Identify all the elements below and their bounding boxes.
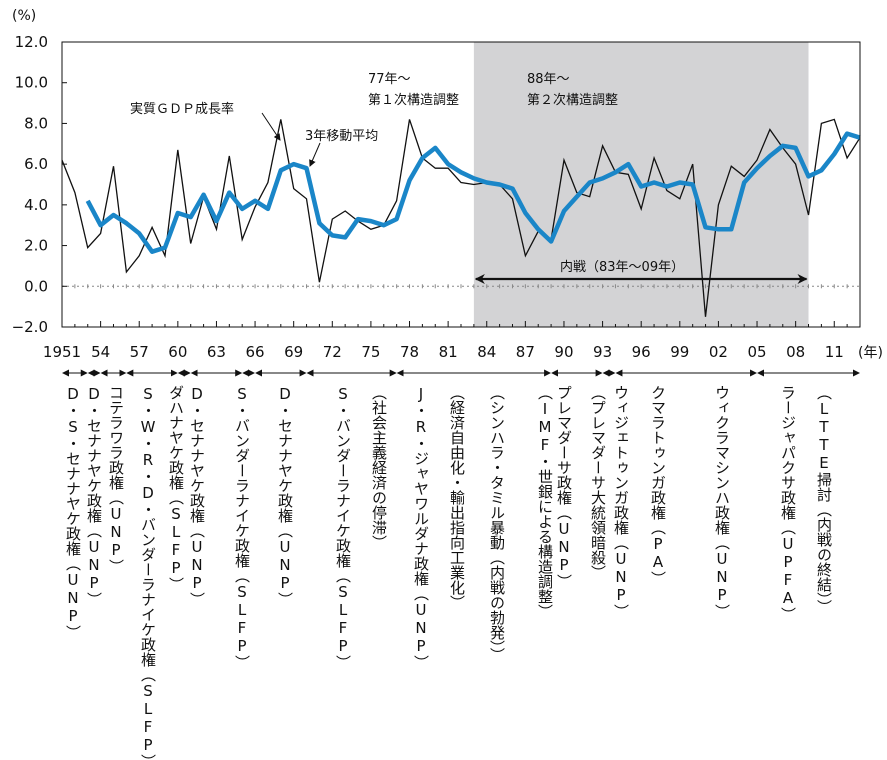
x-tick-label: 60 — [168, 343, 187, 361]
annotation-sap2-label: 第２次構造調整 — [527, 92, 618, 108]
y-tick-label: 2.0 — [24, 237, 48, 255]
period-label: ダハナヤケ政権（SLFP） — [167, 385, 185, 592]
y-tick-label: 8.0 — [24, 114, 48, 132]
annotation-ma-label: 3年移動平均 — [305, 129, 378, 144]
y-unit-label: (%) — [12, 8, 36, 24]
period-label: S・バンダーラナイケ政権（SLFP） — [233, 385, 251, 670]
period-labels: D・S・セナナヤケ政権（UNP） D・セナナヤケ政権（UNP） コテラワラ政権（… — [64, 385, 833, 760]
x-unit-label: (年) — [858, 345, 883, 361]
period-label: J・R・ジャヤワルダナ政権（UNP） — [412, 385, 430, 670]
x-tick-label: 02 — [709, 343, 728, 361]
x-tick-label: 96 — [632, 343, 651, 361]
x-tick-label: 90 — [554, 343, 573, 361]
period-label: ウィジェトゥンガ政権（UNP） — [612, 385, 630, 619]
period-label: S・バンダーラナイケ政権（SLFP） — [334, 385, 352, 670]
annotation-ma-pointer — [309, 142, 321, 167]
x-tick-label: 75 — [361, 343, 380, 361]
period-label: プレマダーサ政権（UNP） — [555, 385, 573, 589]
y-tick-label: −2.0 — [12, 318, 48, 336]
period-label: D・S・セナナヤケ政権（UNP） — [64, 385, 82, 640]
x-tick-label: 87 — [516, 343, 535, 361]
period-label: （社会主義経済の停滞） — [370, 385, 388, 550]
plot-frame — [61, 41, 861, 328]
y-tick-label: 4.0 — [24, 196, 48, 214]
annotation-gdp-label: 実質ＧＤＰ成長率 — [130, 101, 234, 117]
x-tick-label: 08 — [786, 343, 805, 361]
period-label: （経済自由化・輸出指向工業化） — [448, 385, 466, 610]
period-label: （LTTE掃討（内戦の終結）） — [815, 385, 833, 615]
x-tick-label: 78 — [400, 343, 419, 361]
annotation-sap2-year: 88年～ — [527, 72, 570, 87]
annotation-sap1-year: 77年～ — [368, 72, 411, 87]
period-label: D・セナナヤケ政権（UNP） — [85, 385, 103, 607]
annotation-gdp-pointer — [261, 112, 281, 141]
y-tick-label: 0.0 — [24, 277, 48, 295]
x-ticks: 1951 54 57 60 63 66 69 72 75 78 81 84 87 90 93 96 99 02 05… — [43, 284, 861, 361]
period-label: S・W・R・D・バンダーラナイケ政権（SLFP） — [139, 385, 157, 760]
x-tick-label: 81 — [439, 343, 458, 361]
x-tick-label: 66 — [246, 343, 265, 361]
period-label: D・セナナヤケ政権（UNP） — [276, 385, 294, 607]
period-label: ラージャパクサ政権（UPFA） — [779, 385, 797, 622]
x-tick-label: 69 — [284, 343, 303, 361]
annotation-sap1-label: 第１次構造調整 — [368, 92, 459, 108]
x-tick-label: 72 — [323, 343, 342, 361]
series-moving-average — [85, 131, 861, 254]
period-label: （IMF・世銀による構造調整） — [536, 385, 554, 619]
x-tick-label: 57 — [130, 343, 149, 361]
period-label: コテラワラ政権（UNP） — [107, 385, 125, 574]
y-tick-label: 12.0 — [15, 33, 48, 51]
x-tick-label: 93 — [593, 343, 612, 361]
y-tick-label: 6.0 — [24, 155, 48, 173]
period-label: （シンハラ・タミル暴動（内戦の勃発）） — [488, 385, 506, 663]
y-tick-label: 10.0 — [15, 74, 48, 92]
period-label: クマラトゥンガ政権（PA） — [649, 385, 667, 586]
period-label: （プレマダーサ大統領暗殺） — [589, 385, 607, 580]
x-tick-label: 05 — [747, 343, 766, 361]
annotation-war-label: 内戦（83年～09年） — [560, 259, 684, 275]
x-tick-label: 99 — [670, 343, 689, 361]
period-label: D・セナナヤケ政権（UNP） — [188, 385, 206, 607]
x-tick-label: 63 — [207, 343, 226, 361]
x-tick-label: 54 — [91, 343, 110, 361]
x-tick-label: 1951 — [43, 343, 81, 361]
period-label: ウィクラマシンハ政権（UNP） — [713, 385, 731, 619]
x-tick-label: 84 — [477, 343, 496, 361]
y-ticks: −2.0 0.0 2.0 4.0 6.0 8.0 10.0 12.0 — [12, 33, 67, 336]
x-tick-label: 11 — [825, 343, 844, 361]
series-gdp-growth — [61, 118, 861, 317]
